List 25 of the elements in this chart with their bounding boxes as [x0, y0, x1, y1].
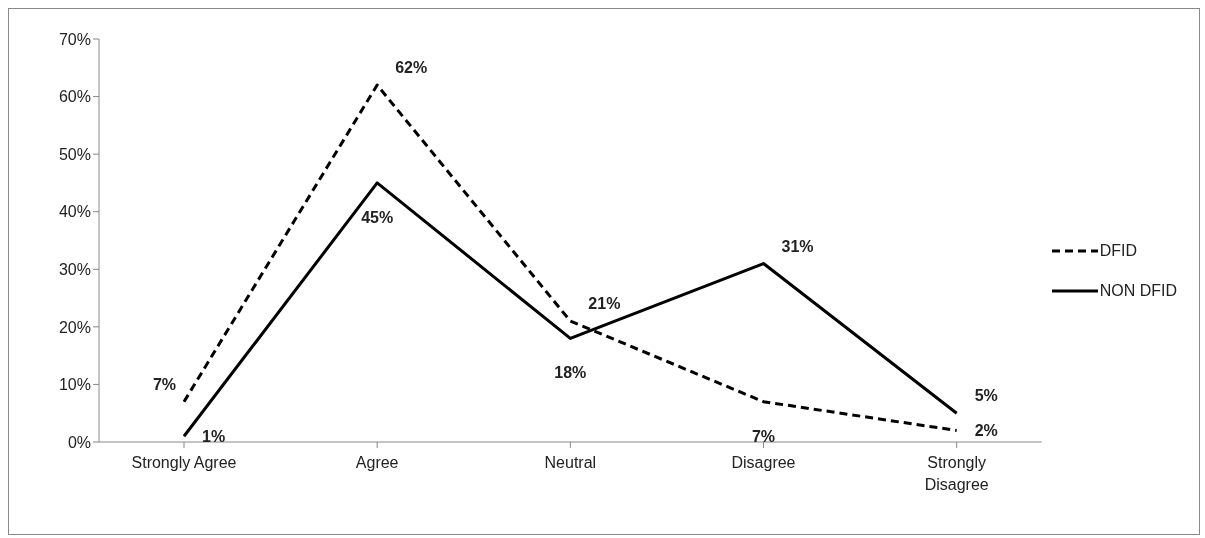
legend-label: NON DFID [1099, 281, 1177, 300]
x-tick-label: Agree [355, 454, 399, 471]
x-tick-label: Strongly Disagree [924, 454, 989, 493]
data-label: 31% [781, 237, 814, 255]
data-label: 21% [588, 295, 621, 313]
data-label: 45% [361, 208, 394, 226]
data-label: 5% [974, 387, 998, 405]
y-tick-label: 0% [67, 433, 91, 451]
y-tick-label: 10% [58, 376, 91, 394]
data-label: 7% [152, 375, 176, 393]
y-tick-label: 60% [58, 88, 91, 106]
y-tick-label: 20% [58, 318, 91, 336]
x-tick-label: Neutral [544, 454, 597, 471]
data-label: 7% [751, 427, 776, 445]
data-label: 2% [974, 422, 998, 440]
y-tick-label: 40% [58, 203, 91, 221]
data-label: 62% [395, 59, 428, 77]
x-tick-label: Disagree [731, 454, 796, 471]
data-label: 18% [554, 364, 587, 382]
x-tick-label: Strongly Agree [131, 454, 237, 471]
y-tick-label: 50% [58, 145, 91, 163]
y-tick-label: 30% [58, 260, 91, 278]
y-tick-label: 70% [58, 30, 91, 48]
legend-label: DFID [1099, 241, 1137, 260]
data-label: 1% [202, 428, 226, 446]
